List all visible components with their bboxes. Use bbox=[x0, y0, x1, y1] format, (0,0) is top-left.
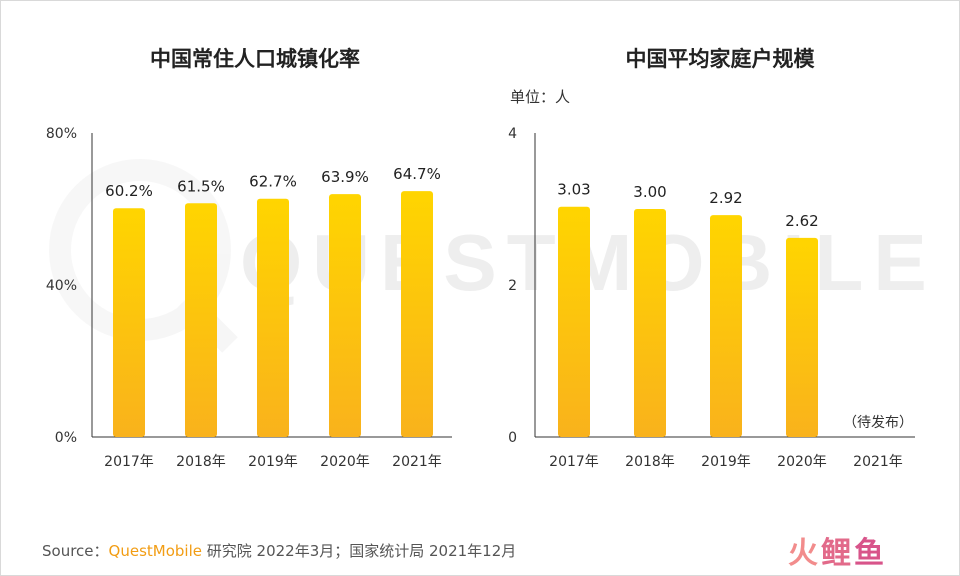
right-chart-unit-label: 单位：人 bbox=[510, 88, 571, 106]
source-rest: 研究院 2022年3月；国家统计局 2021年12月 bbox=[201, 542, 517, 560]
source-prefix: Source： bbox=[42, 542, 109, 560]
urbanization-category-label: 2021年 bbox=[392, 454, 442, 470]
urbanization-category-label: 2020年 bbox=[320, 454, 370, 470]
urbanization-y-tick-label: 80% bbox=[46, 126, 77, 142]
urbanization-data-label: 61.5% bbox=[177, 177, 225, 195]
household-size-data-label: 3.03 bbox=[557, 181, 590, 199]
huoliyu-logo: 火鲤鱼 bbox=[788, 528, 887, 572]
urbanization-y-tick-label: 40% bbox=[46, 278, 77, 294]
urbanization-data-label: 60.2% bbox=[105, 182, 153, 200]
household-size-y-tick-label: 0 bbox=[508, 430, 517, 446]
household-size-category-label: 2018年 bbox=[625, 454, 675, 470]
urbanization-category-label: 2018年 bbox=[176, 454, 226, 470]
household-size-y-tick-label: 4 bbox=[508, 126, 517, 142]
household-size-category-label: 2017年 bbox=[549, 454, 599, 470]
urbanization-data-label: 64.7% bbox=[393, 165, 441, 183]
source-brand: QuestMobile bbox=[108, 542, 202, 560]
urbanization-y-tick-label: 0% bbox=[55, 430, 77, 446]
household-size-data-label: 2.62 bbox=[785, 212, 818, 230]
household-size-category-label: 2020年 bbox=[777, 454, 827, 470]
household-size-bar bbox=[634, 209, 666, 437]
household-size-pending-note: （待发布） bbox=[843, 415, 913, 431]
urbanization-bar bbox=[185, 203, 217, 437]
logo-char-2: 鲤 bbox=[821, 536, 854, 571]
logo-char-3: 鱼 bbox=[854, 536, 887, 571]
urbanization-bar bbox=[329, 194, 361, 437]
urbanization-category-label: 2017年 bbox=[104, 454, 154, 470]
household-size-category-label: 2021年 bbox=[853, 454, 903, 470]
household-size-bar bbox=[558, 206, 590, 437]
household-size-data-label: 3.00 bbox=[633, 183, 666, 201]
urbanization-bar bbox=[401, 191, 433, 437]
household-size-data-label: 2.92 bbox=[709, 189, 742, 207]
household-size-category-label: 2019年 bbox=[701, 454, 751, 470]
urbanization-bar bbox=[257, 198, 289, 437]
urbanization-category-label: 2019年 bbox=[248, 454, 298, 470]
logo-char-1: 火 bbox=[788, 536, 821, 571]
urbanization-data-label: 62.7% bbox=[249, 173, 297, 191]
household-size-bar bbox=[710, 215, 742, 437]
right-chart-title: 中国平均家庭户规模 bbox=[625, 47, 815, 71]
household-size-y-tick-label: 2 bbox=[508, 278, 517, 294]
urbanization-bar bbox=[113, 208, 145, 437]
left-chart-title: 中国常住人口城镇化率 bbox=[150, 47, 360, 71]
household-size-bar bbox=[786, 237, 818, 437]
urbanization-data-label: 63.9% bbox=[321, 168, 369, 186]
source-note: Source：QuestMobile 研究院 2022年3月；国家统计局 202… bbox=[42, 540, 516, 561]
